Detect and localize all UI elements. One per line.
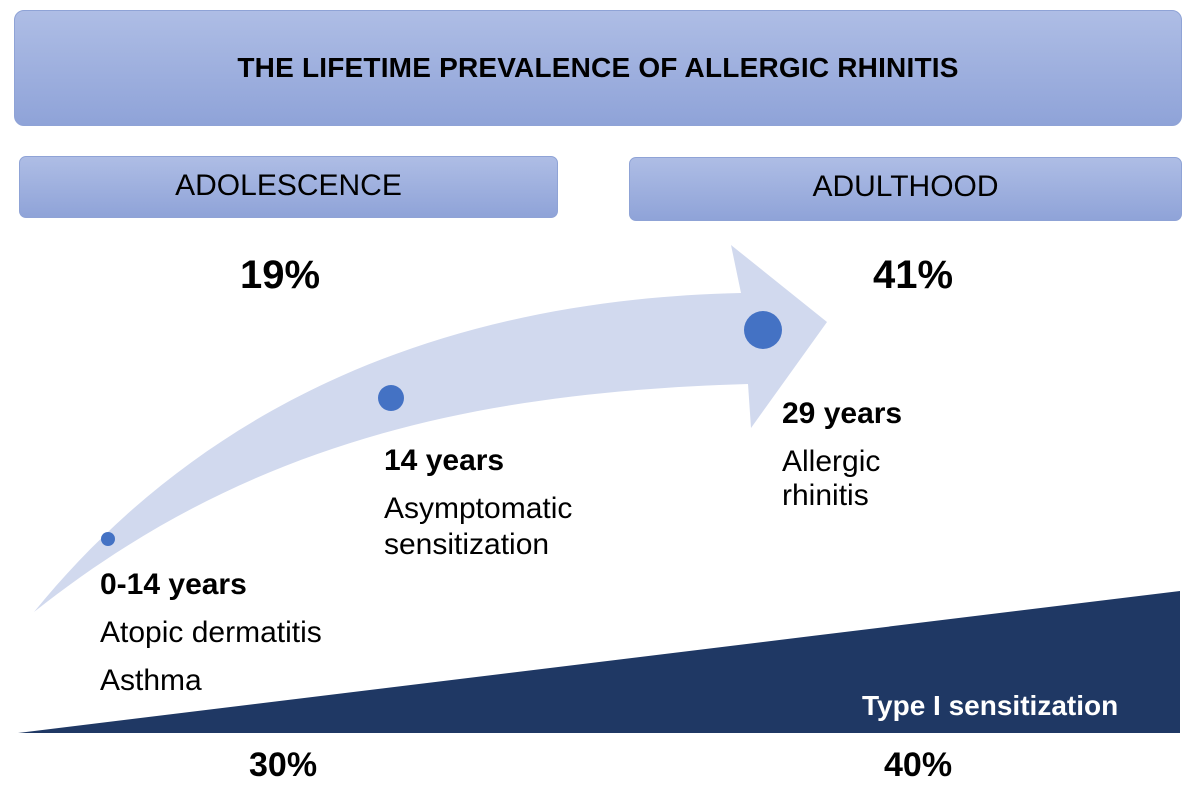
milestone-text-rhinitis: rhinitis	[782, 479, 869, 512]
milestone-dot-29-years	[744, 311, 782, 349]
milestone-text-allergic: Allergic	[782, 445, 881, 478]
progression-arrow	[34, 245, 827, 612]
title-banner: THE LIFETIME PREVALENCE OF ALLERGIC RHIN…	[14, 10, 1182, 126]
milestone-age-0-14: 0-14 years	[100, 568, 247, 601]
adolescence-label: ADOLESCENCE	[175, 169, 402, 202]
adulthood-banner: ADULTHOOD	[629, 157, 1182, 221]
milestone-text-atopic-dermatitis: Atopic dermatitis	[100, 616, 322, 649]
milestone-text-asymptomatic: Asymptomatic	[384, 492, 573, 525]
adulthood-prevalence: 41%	[873, 253, 954, 297]
milestone-dot-0-14-years	[101, 532, 115, 546]
type-i-sensitization-label: Type I sensitization	[862, 690, 1119, 721]
adulthood-label: ADULTHOOD	[812, 170, 999, 203]
sensitization-wedge	[18, 591, 1180, 733]
milestone-dot-14-years	[378, 385, 404, 411]
milestone-text-sensitization: sensitization	[384, 528, 550, 561]
milestone-text-asthma: Asthma	[100, 664, 202, 697]
page-title: THE LIFETIME PREVALENCE OF ALLERGIC RHIN…	[237, 52, 959, 83]
adolescence-prevalence: 19%	[240, 253, 321, 297]
adolescence-sensitization-percent: 30%	[249, 746, 318, 784]
adolescence-banner: ADOLESCENCE	[19, 156, 558, 218]
milestone-age-29: 29 years	[782, 397, 903, 430]
milestone-age-14: 14 years	[384, 444, 505, 477]
adulthood-sensitization-percent: 40%	[884, 746, 953, 784]
